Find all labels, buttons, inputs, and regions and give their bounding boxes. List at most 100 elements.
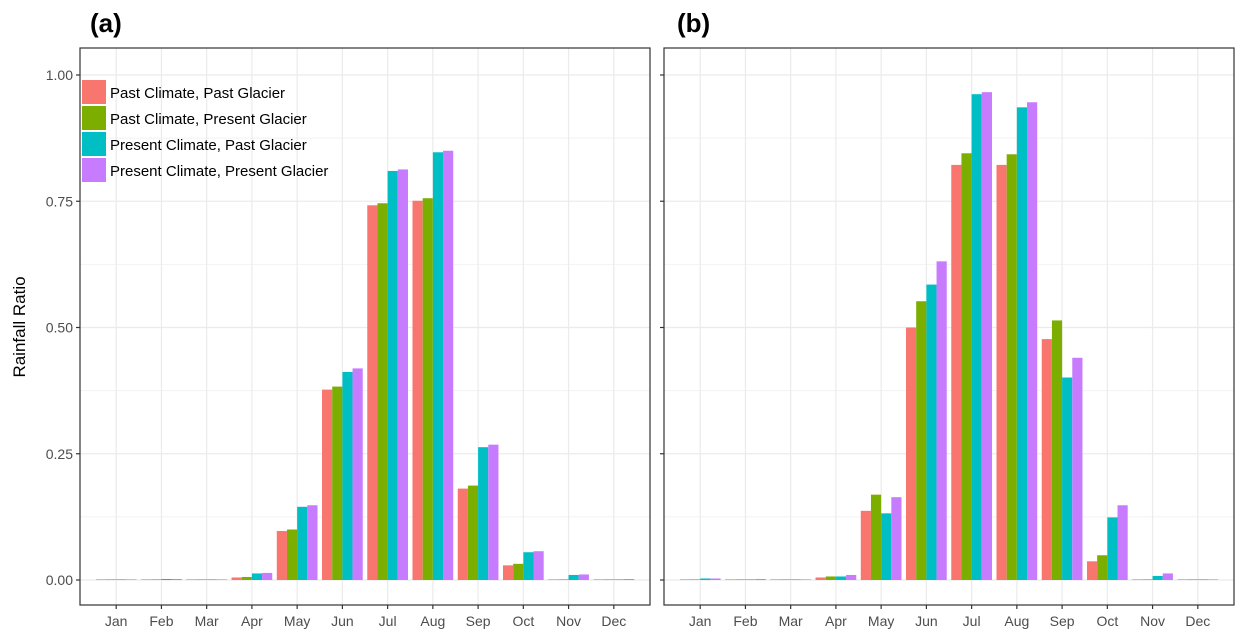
x-tick-label: Jan [105, 613, 128, 629]
bar [961, 153, 972, 580]
bar [548, 579, 559, 580]
legend-swatch-present-climate-present-glacier [82, 158, 106, 182]
bar [700, 578, 711, 580]
x-tick-label: Nov [1140, 613, 1165, 629]
bar [126, 579, 137, 580]
bar [679, 579, 691, 580]
bar [926, 284, 937, 580]
bar [513, 563, 524, 580]
bar [141, 579, 152, 580]
bar [533, 551, 544, 580]
bar [800, 579, 812, 580]
bar [432, 152, 444, 580]
bar [1072, 357, 1083, 580]
bar [755, 578, 766, 580]
panel-border [663, 47, 1235, 606]
legend: Past Climate, Past Glacier Past Climate,… [82, 80, 328, 182]
legend-label-past-climate-present-glacier: Past Climate, Present Glacier [110, 111, 307, 128]
bar [1086, 561, 1098, 580]
bar [1097, 555, 1108, 580]
panel-a-label: (a) [90, 8, 122, 38]
bar [307, 505, 318, 580]
x-tick-label: Sep [466, 613, 491, 629]
bar [1027, 102, 1038, 581]
bar [286, 529, 298, 580]
bar [916, 301, 927, 580]
bar [151, 579, 162, 580]
x-tick-label: Oct [1096, 613, 1118, 629]
bar [1152, 575, 1163, 580]
y-tick-label: 0.50 [46, 320, 73, 336]
bar [603, 579, 614, 580]
bar [95, 579, 107, 580]
bar [1162, 573, 1173, 580]
bar [558, 579, 569, 580]
bar [725, 579, 736, 580]
x-tick-label: Apr [825, 613, 847, 629]
bar [936, 261, 947, 580]
x-tick-label: Sep [1050, 613, 1075, 629]
bar [613, 579, 624, 580]
x-tick-label: Jun [331, 613, 354, 629]
bar [161, 578, 172, 580]
bar [578, 574, 589, 580]
panel-b: Jan Feb Mar Apr May Jun Jul Aug Sep Oct Nov Dec [660, 47, 1235, 629]
bar [412, 200, 423, 580]
bar [171, 578, 182, 580]
bar [523, 552, 534, 580]
bar [467, 485, 479, 580]
bar [846, 574, 857, 580]
bar [1132, 579, 1143, 580]
y-tick-label: 1.00 [46, 67, 73, 83]
bar [322, 389, 333, 580]
bar [996, 164, 1007, 580]
bar [790, 579, 801, 580]
bar [971, 94, 982, 580]
bar [502, 565, 514, 580]
bar [1006, 154, 1017, 580]
bar [1041, 339, 1052, 580]
bar [387, 170, 398, 580]
y-axis-label: Rainfall Ratio [10, 276, 29, 377]
bar [1207, 579, 1219, 580]
bar [216, 579, 228, 580]
bar [770, 579, 781, 580]
bar [367, 205, 378, 581]
bar [951, 164, 962, 580]
bar [1062, 377, 1073, 580]
bar [623, 578, 635, 580]
bar [981, 92, 992, 581]
bar [690, 579, 701, 580]
x-tick-label: Feb [149, 613, 173, 629]
bar [1107, 517, 1118, 580]
bar [1016, 107, 1028, 580]
x-tick-label: Oct [512, 613, 534, 629]
legend-swatch-past-climate-past-glacier [82, 80, 106, 104]
legend-swatch-present-climate-past-glacier [82, 132, 106, 156]
bar [206, 579, 217, 580]
x-tick-label: Mar [779, 613, 803, 629]
plot-background [80, 48, 650, 605]
bar [262, 572, 273, 580]
bar [568, 574, 579, 580]
bar [735, 579, 746, 580]
legend-label-present-climate-present-glacier: Present Climate, Present Glacier [110, 163, 328, 180]
bar [352, 368, 363, 580]
plot-background [664, 48, 1234, 605]
x-tick-label: Feb [733, 613, 757, 629]
x-tick-label: Jul [379, 613, 397, 629]
x-tick-label: Aug [420, 613, 445, 629]
bar [342, 371, 353, 580]
bar [1187, 579, 1198, 580]
bar [478, 447, 489, 580]
bar [1197, 579, 1208, 580]
bar [710, 578, 721, 580]
bar [881, 513, 892, 580]
panel-border [79, 47, 651, 606]
x-tick-label: Apr [241, 613, 263, 629]
bar [860, 510, 871, 580]
bar [745, 579, 756, 580]
legend-label-present-climate-past-glacier: Present Climate, Past Glacier [110, 137, 307, 154]
bar [332, 386, 343, 580]
